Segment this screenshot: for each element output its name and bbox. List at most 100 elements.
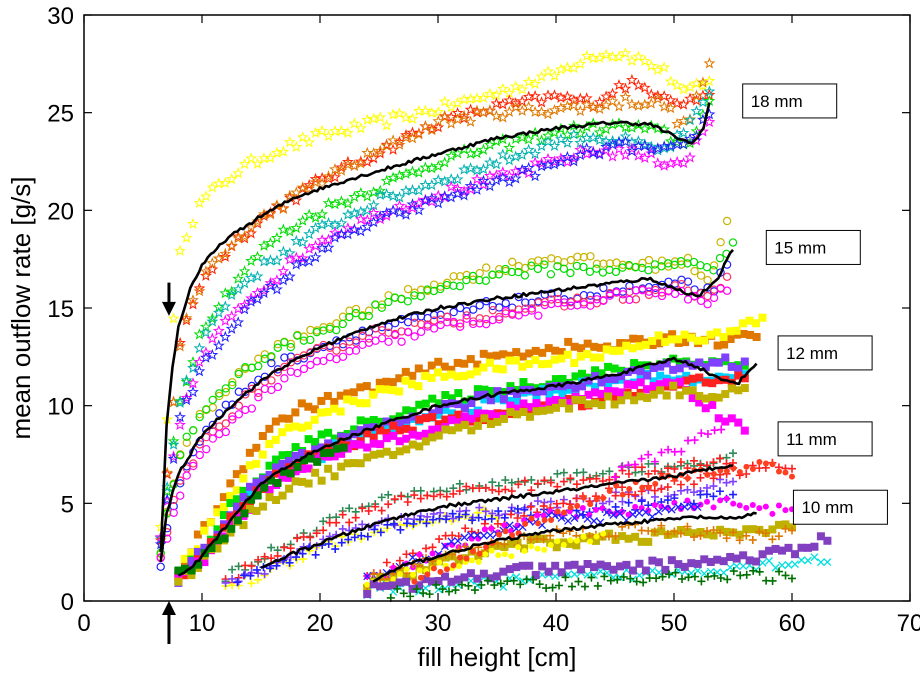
star-marker xyxy=(587,100,600,112)
plus-marker xyxy=(481,484,490,493)
plus-marker xyxy=(488,478,497,487)
star-marker xyxy=(309,176,322,188)
plus-marker xyxy=(500,540,509,549)
star-marker xyxy=(484,104,496,116)
star-marker xyxy=(522,161,535,174)
plus-marker xyxy=(260,552,269,561)
square-marker xyxy=(512,389,521,398)
square-marker xyxy=(701,404,710,413)
square-marker xyxy=(695,391,704,400)
cross-marker xyxy=(615,509,624,518)
square-marker xyxy=(214,536,223,545)
plus-marker xyxy=(690,572,699,581)
square-marker xyxy=(648,341,657,350)
star-marker xyxy=(167,435,180,447)
plus-marker xyxy=(490,581,499,590)
star-marker xyxy=(651,63,664,76)
square-marker xyxy=(447,577,456,586)
circle-marker xyxy=(182,438,191,448)
circle-marker xyxy=(501,299,510,308)
square-marker xyxy=(617,372,626,381)
square-marker xyxy=(447,394,456,403)
star-marker xyxy=(419,119,432,132)
plus-marker xyxy=(702,461,711,470)
dot-marker xyxy=(619,491,626,498)
circle-marker xyxy=(462,311,471,320)
plus-marker xyxy=(415,515,424,524)
plus-marker xyxy=(383,520,392,529)
square-marker xyxy=(680,330,689,339)
circle-marker xyxy=(299,336,308,345)
square-marker xyxy=(740,361,749,370)
square-marker xyxy=(219,502,228,511)
circle-marker xyxy=(280,338,289,347)
star-marker xyxy=(529,156,542,168)
square-marker xyxy=(447,426,456,435)
square-marker xyxy=(356,416,365,425)
square-marker xyxy=(421,429,430,438)
star-marker xyxy=(522,133,535,145)
plus-marker xyxy=(408,549,417,558)
square-marker xyxy=(631,532,640,541)
square-marker xyxy=(518,362,527,371)
square-marker xyxy=(721,390,730,399)
square-marker xyxy=(313,457,322,466)
plus-marker xyxy=(516,580,525,589)
cross-marker xyxy=(551,572,560,581)
square-marker xyxy=(395,578,404,587)
square-marker xyxy=(518,352,527,361)
star-marker xyxy=(438,110,451,122)
square-marker xyxy=(441,405,450,414)
circle-marker xyxy=(546,270,556,279)
star-marker xyxy=(316,242,328,254)
square-marker xyxy=(532,392,541,401)
circle-marker xyxy=(442,312,452,321)
square-marker xyxy=(570,359,579,368)
square-marker xyxy=(232,495,241,504)
square-marker xyxy=(722,527,731,536)
dot-marker xyxy=(587,501,594,508)
square-marker xyxy=(655,339,664,348)
y-axis-label: mean outflow rate [g/s] xyxy=(6,176,36,439)
square-marker xyxy=(701,378,710,387)
square-marker xyxy=(447,365,456,374)
star-marker xyxy=(567,98,580,111)
square-marker xyxy=(661,565,670,574)
plus-marker xyxy=(702,490,711,499)
plus-marker xyxy=(455,479,464,488)
square-marker xyxy=(641,340,650,349)
circle-marker xyxy=(696,296,706,306)
star-marker xyxy=(400,167,412,179)
cross-marker xyxy=(466,531,475,540)
dot-marker xyxy=(560,541,567,548)
square-marker xyxy=(532,407,541,416)
square-marker xyxy=(356,426,365,435)
square-marker xyxy=(401,367,410,376)
star-marker xyxy=(438,110,451,123)
star-marker xyxy=(671,117,684,130)
square-marker xyxy=(486,396,495,405)
plus-marker xyxy=(389,519,398,528)
square-marker xyxy=(732,554,741,563)
star-marker xyxy=(490,158,503,170)
plus-marker xyxy=(657,485,666,494)
plus-marker xyxy=(637,497,646,506)
square-marker xyxy=(246,500,255,509)
star-marker xyxy=(490,174,503,186)
plus-marker xyxy=(637,454,646,463)
star-marker xyxy=(651,142,664,154)
star-marker xyxy=(509,80,522,92)
square-marker xyxy=(499,567,508,576)
circle-marker xyxy=(709,293,719,303)
square-marker xyxy=(675,364,684,373)
dot-marker xyxy=(756,459,763,466)
square-marker xyxy=(395,419,404,428)
dot-marker xyxy=(496,531,503,538)
square-marker xyxy=(519,399,528,408)
square-marker xyxy=(701,394,710,403)
plus-marker xyxy=(644,450,653,459)
square-marker xyxy=(453,575,462,584)
circle-marker xyxy=(254,361,263,371)
plus-marker xyxy=(683,522,692,531)
dot-marker xyxy=(593,496,600,503)
